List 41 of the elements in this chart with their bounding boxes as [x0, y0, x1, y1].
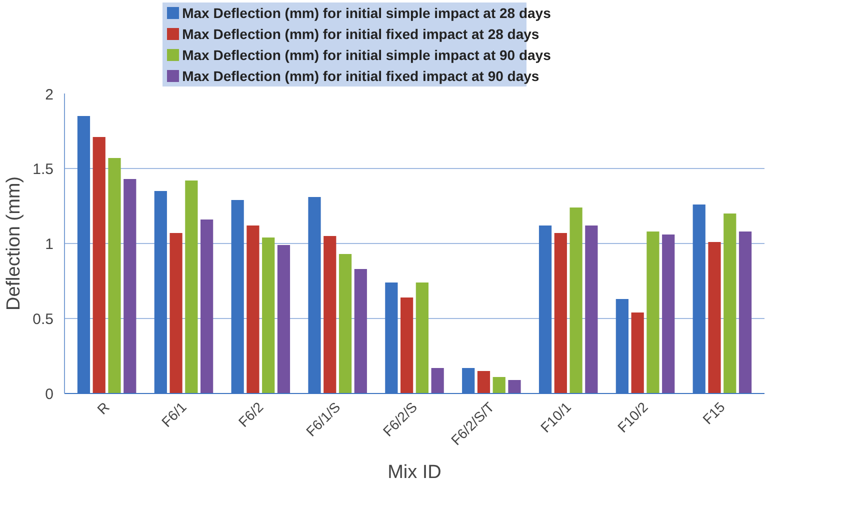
bar — [554, 233, 567, 394]
y-tick-label: 1 — [45, 236, 54, 253]
bar — [570, 208, 582, 394]
bar — [646, 232, 660, 394]
bar — [124, 179, 136, 394]
bar — [708, 242, 721, 394]
bar — [631, 312, 644, 394]
x-tick-label: F15 — [699, 398, 728, 428]
bar — [416, 282, 428, 394]
bar — [662, 234, 675, 394]
bar — [508, 380, 521, 394]
bar — [738, 232, 752, 394]
bar — [724, 214, 736, 394]
bar — [324, 236, 336, 394]
bar — [431, 368, 444, 394]
legend-label: Max Deflection (mm) for initial simple impact at 28 days — [182, 5, 552, 21]
bar — [354, 269, 367, 394]
x-axis-title: Mix ID — [388, 462, 442, 483]
legend-label: Max Deflection (mm) for initial fixed impact at 90 days — [182, 68, 540, 84]
bar — [185, 180, 198, 394]
bar — [170, 233, 182, 394]
bar — [262, 238, 275, 394]
y-tick-label: 0 — [45, 386, 54, 403]
bar — [492, 377, 506, 394]
legend-label: Max Deflection (mm) for initial fixed impact at 28 days — [182, 26, 540, 42]
bar — [108, 158, 121, 394]
bar — [400, 298, 414, 394]
x-tick-label: F6/1 — [158, 398, 190, 430]
y-axis-title: Deflection (mm) — [4, 176, 25, 311]
bar — [338, 254, 352, 394]
y-tick-label: 1.5 — [32, 161, 54, 178]
bar — [92, 137, 106, 394]
legend-label: Max Deflection (mm) for initial simple impact at 90 days — [182, 47, 552, 63]
bar — [585, 226, 598, 394]
bar — [200, 220, 214, 394]
x-tick-label: R — [94, 398, 112, 418]
y-tick-label: 0.5 — [32, 311, 54, 328]
bar — [277, 245, 290, 394]
bar — [477, 371, 490, 394]
y-tick-label: 2 — [45, 86, 54, 104]
bar — [246, 226, 260, 394]
